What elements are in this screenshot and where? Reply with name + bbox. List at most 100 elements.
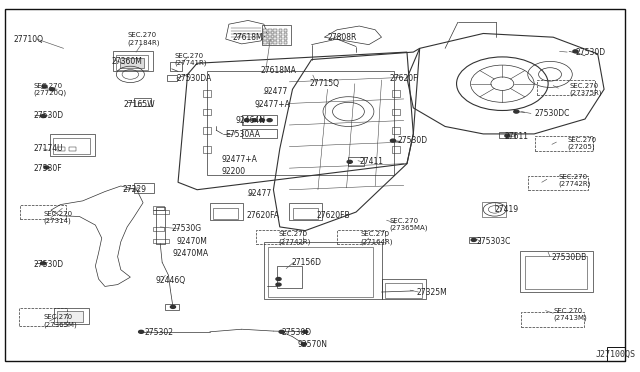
Bar [499, 132, 515, 138]
Circle shape [505, 134, 510, 137]
Bar [278, 29, 282, 32]
Text: 27530D: 27530D [575, 48, 605, 57]
Text: 92200: 92200 [221, 167, 245, 176]
Text: 27530D: 27530D [397, 136, 428, 145]
Bar [204, 90, 211, 97]
Bar [278, 33, 282, 36]
Bar [242, 129, 276, 138]
Bar [204, 109, 211, 115]
Text: 27530DA: 27530DA [177, 74, 212, 83]
Text: 92477+A: 92477+A [221, 155, 257, 164]
Bar [213, 208, 239, 219]
Bar [278, 41, 282, 44]
Text: 27530D: 27530D [33, 111, 63, 120]
Text: 27530DC: 27530DC [534, 109, 570, 118]
Text: 27530F: 27530F [33, 164, 61, 173]
Text: SEC.270
(27742R): SEC.270 (27742R) [278, 231, 311, 245]
Bar [520, 251, 593, 292]
Bar [268, 247, 373, 297]
Circle shape [573, 50, 578, 53]
Text: 27530DB: 27530DB [551, 253, 586, 262]
Bar [525, 256, 587, 289]
Circle shape [259, 119, 264, 122]
Circle shape [41, 262, 46, 265]
Text: 92464N: 92464N [236, 116, 265, 125]
Bar [292, 208, 318, 219]
Bar [392, 90, 400, 97]
Bar [207, 71, 394, 175]
Text: 27530D: 27530D [282, 328, 312, 337]
Bar [134, 98, 151, 106]
Text: 27360M: 27360M [111, 57, 142, 66]
Bar [538, 80, 595, 95]
Text: 92570N: 92570N [298, 340, 328, 349]
Bar [20, 205, 66, 219]
Text: 27229: 27229 [123, 185, 147, 194]
Bar [385, 283, 422, 298]
Bar [165, 304, 179, 310]
Bar [284, 37, 287, 40]
Bar [262, 25, 291, 45]
Bar [289, 203, 323, 220]
Bar [381, 279, 426, 299]
Bar [528, 176, 588, 190]
Text: 275302: 275302 [145, 328, 174, 337]
Bar [273, 41, 277, 44]
Bar [49, 134, 95, 156]
Bar [166, 75, 177, 81]
Bar [268, 37, 272, 40]
Circle shape [471, 238, 476, 241]
Text: SEC.270
(27205): SEC.270 (27205) [568, 137, 597, 150]
Bar [337, 230, 385, 244]
Bar [152, 206, 164, 210]
Bar [268, 33, 272, 36]
Text: 27620FB: 27620FB [316, 211, 349, 219]
Circle shape [279, 330, 284, 333]
Text: 92477: 92477 [264, 87, 288, 96]
Text: 27710Q: 27710Q [14, 35, 44, 44]
Text: 27618M: 27618M [232, 33, 262, 42]
Bar [68, 147, 76, 151]
Text: 27419: 27419 [495, 205, 519, 214]
Bar [255, 230, 303, 244]
Bar [273, 29, 277, 32]
Text: SEC.270
(27365MA): SEC.270 (27365MA) [389, 218, 428, 231]
Bar [284, 41, 287, 44]
Bar [120, 58, 144, 68]
Circle shape [49, 88, 54, 91]
Text: 27156D: 27156D [291, 258, 321, 267]
Bar [116, 55, 148, 70]
Bar [284, 29, 287, 32]
Circle shape [267, 119, 272, 122]
Circle shape [170, 305, 175, 308]
Text: SEC.270
(27164R): SEC.270 (27164R) [360, 231, 393, 245]
Bar [19, 308, 67, 326]
Circle shape [514, 110, 519, 113]
Text: 92477+A: 92477+A [254, 100, 290, 109]
Text: E7530AA: E7530AA [226, 130, 260, 139]
Circle shape [44, 166, 49, 169]
Text: SEC.270
(27720Q): SEC.270 (27720Q) [33, 83, 66, 96]
Bar [242, 115, 276, 125]
Text: SEC.270
(27365M): SEC.270 (27365M) [44, 314, 77, 328]
Text: 27325M: 27325M [417, 288, 447, 296]
Bar [53, 138, 90, 154]
Bar [278, 37, 282, 40]
Bar [204, 146, 211, 153]
Bar [152, 227, 164, 231]
Circle shape [301, 343, 307, 346]
Text: SEC.270
(27314): SEC.270 (27314) [44, 211, 72, 224]
Text: 92470MA: 92470MA [173, 249, 209, 258]
Bar [392, 127, 400, 134]
Bar [152, 210, 168, 214]
Circle shape [303, 330, 308, 333]
Bar [273, 37, 277, 40]
Bar [482, 202, 506, 217]
Circle shape [390, 139, 396, 142]
Circle shape [347, 160, 352, 163]
Bar [607, 347, 625, 361]
Bar [134, 183, 154, 193]
Bar [284, 33, 287, 36]
Circle shape [252, 119, 257, 122]
Bar [263, 41, 267, 44]
